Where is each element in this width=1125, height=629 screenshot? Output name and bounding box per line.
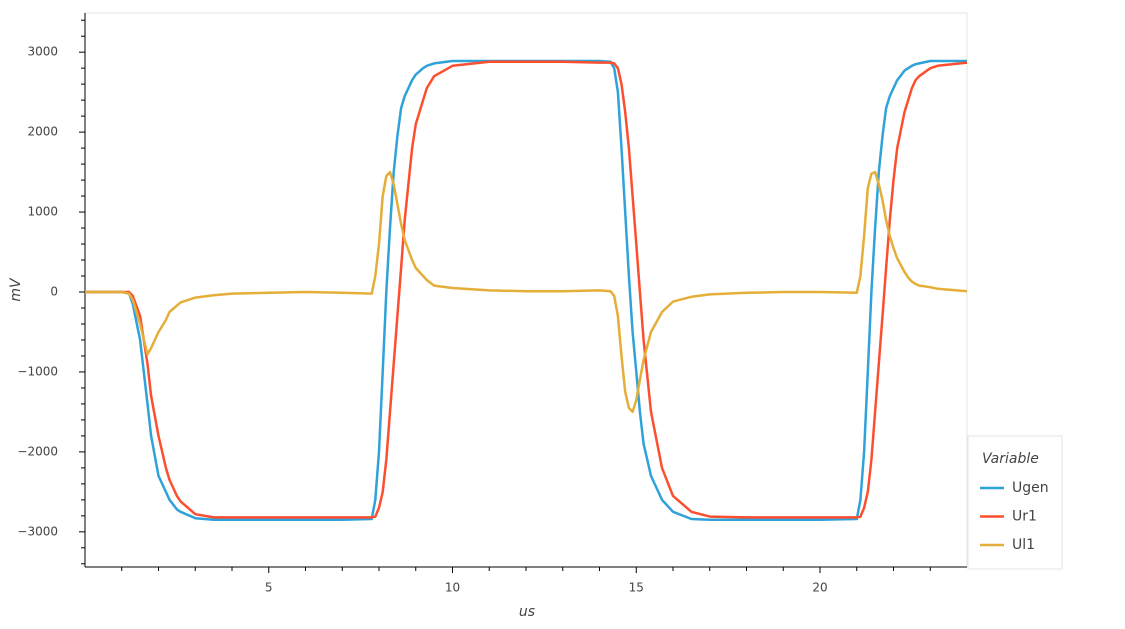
- y-tick-label: 1000: [27, 205, 58, 219]
- y-tick-label: 3000: [27, 45, 58, 59]
- legend-label: Ur1: [1012, 509, 1037, 525]
- y-axis-label: mV: [8, 277, 24, 302]
- y-tick-label: −3000: [17, 524, 58, 538]
- series-line: [85, 170, 968, 414]
- y-tick-label: 0: [50, 284, 58, 298]
- y-tick-label: −2000: [17, 444, 58, 458]
- series-line: [85, 60, 968, 519]
- x-axis-label: us: [519, 604, 535, 620]
- legend-label: Ul1: [1012, 537, 1035, 553]
- x-tick-label: 15: [629, 581, 644, 595]
- legend-box: [967, 435, 1063, 570]
- y-tick-label: −1000: [17, 364, 58, 378]
- y-tick-label: 2000: [27, 125, 58, 139]
- x-tick-label: 10: [445, 581, 460, 595]
- x-tick-label: 5: [265, 581, 273, 595]
- x-tick-label: 20: [812, 581, 827, 595]
- legend-title: Variable: [982, 451, 1039, 467]
- legend-label: Ugen: [1012, 480, 1049, 496]
